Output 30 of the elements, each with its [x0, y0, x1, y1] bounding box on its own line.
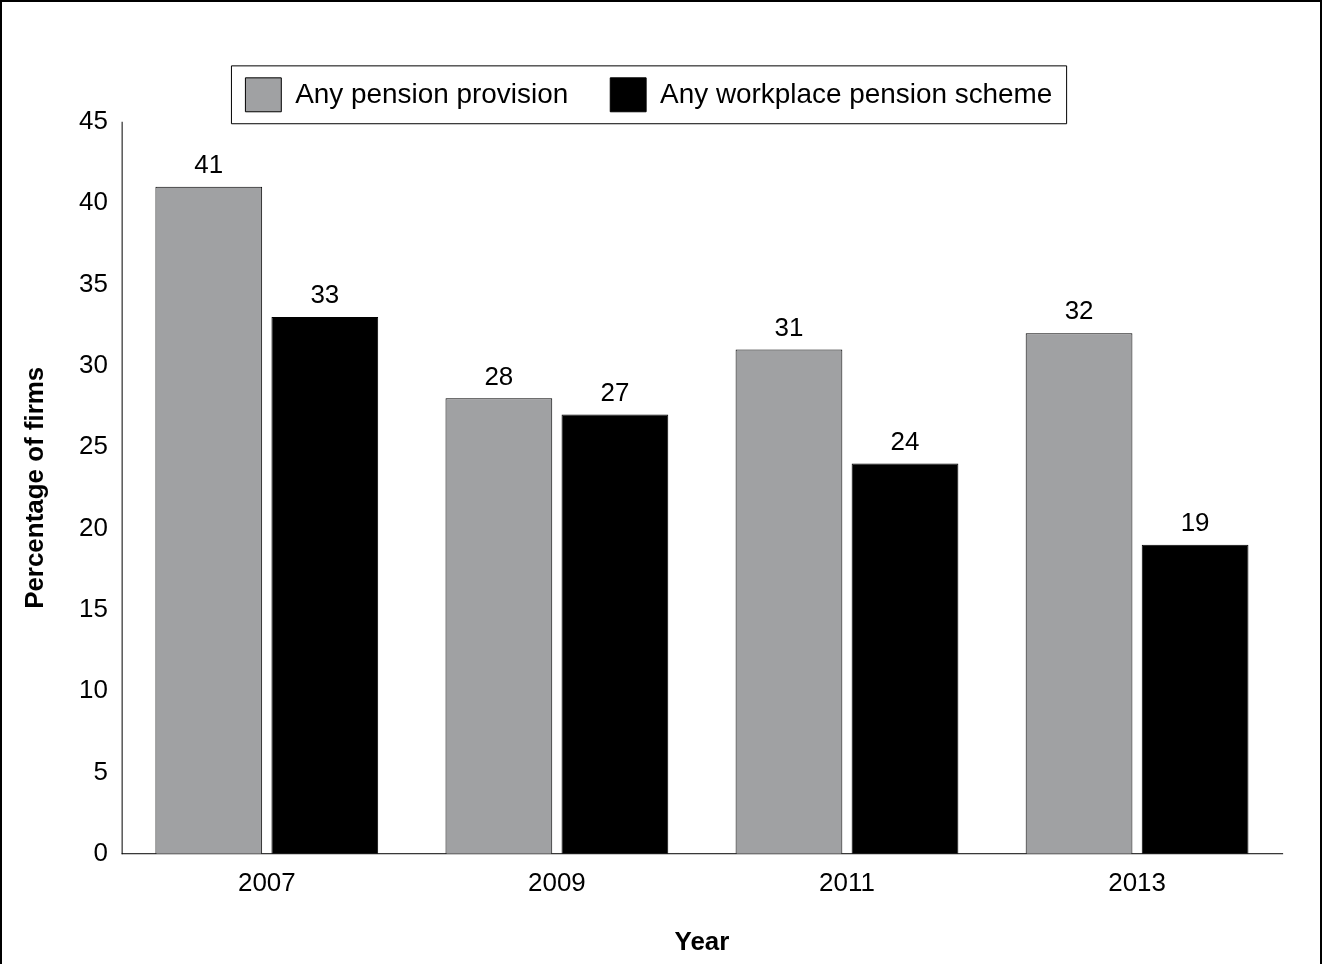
data-label: 31: [774, 312, 804, 341]
x-tick-label: 2007: [237, 867, 296, 896]
y-tick-label: 15: [78, 593, 108, 622]
x-tick-label: 2013: [1108, 867, 1166, 896]
legend-label: Any pension provision: [295, 77, 569, 109]
y-tick-label: 25: [78, 431, 108, 460]
data-label: 33: [310, 280, 340, 309]
y-tick-label: 0: [93, 837, 108, 866]
data-label: 41: [194, 150, 224, 179]
y-axis-title: Percentage of firms: [19, 366, 48, 609]
data-label: 28: [484, 361, 514, 390]
data-label: 19: [1180, 507, 1210, 536]
data-label: 27: [600, 377, 630, 406]
bar: [271, 316, 379, 854]
y-tick-label: 5: [93, 756, 108, 785]
bar: [851, 463, 959, 854]
bar: [1141, 544, 1249, 854]
x-tick-label: 2011: [819, 867, 875, 896]
y-tick-label: 20: [78, 512, 108, 541]
y-tick-label: 35: [78, 268, 108, 297]
y-tick-label: 45: [78, 105, 108, 134]
data-label: 32: [1064, 296, 1094, 325]
bar: [561, 414, 669, 854]
x-axis-title: Year: [674, 926, 730, 955]
x-tick-label: 2009: [528, 867, 586, 896]
y-tick-label: 40: [78, 187, 108, 216]
y-tick-label: 10: [78, 675, 108, 704]
y-tick-label: 30: [78, 349, 108, 378]
data-label: 24: [890, 426, 920, 455]
legend-label: Any workplace pension scheme: [660, 77, 1053, 109]
